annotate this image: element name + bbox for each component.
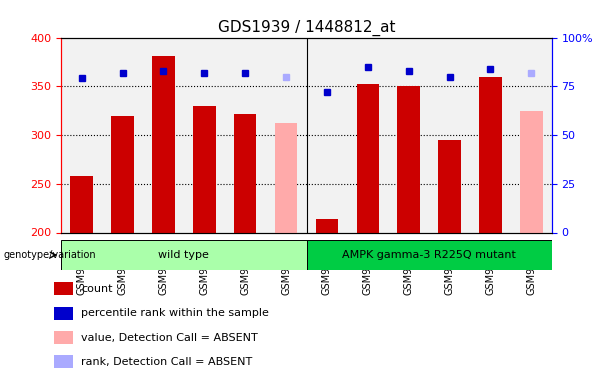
Bar (511, 38, 552, 232)
Bar (306, 38, 348, 232)
Bar (61, 240, 306, 270)
Bar (429, 38, 470, 232)
Text: wild type: wild type (159, 250, 209, 260)
Bar (55, 282, 74, 296)
Bar (225, 38, 265, 232)
Text: value, Detection Call = ABSENT: value, Detection Call = ABSENT (82, 333, 258, 342)
Bar (348, 38, 388, 232)
Bar (143, 38, 184, 232)
Bar (470, 38, 511, 232)
Bar (112, 116, 134, 232)
Bar (357, 84, 379, 232)
Bar (479, 76, 501, 232)
Bar (388, 38, 429, 232)
Bar (70, 176, 93, 232)
Bar (55, 356, 74, 368)
Bar (520, 111, 543, 232)
Bar (234, 114, 256, 232)
Bar (55, 331, 74, 344)
Bar (55, 307, 74, 320)
Bar (193, 106, 216, 232)
Bar (265, 38, 306, 232)
Bar (397, 86, 420, 232)
Title: GDS1939 / 1448812_at: GDS1939 / 1448812_at (218, 20, 395, 36)
Bar (275, 123, 297, 232)
Bar (61, 38, 102, 232)
Text: count: count (82, 284, 113, 294)
Text: percentile rank within the sample: percentile rank within the sample (82, 308, 269, 318)
Bar (102, 38, 143, 232)
Bar (152, 56, 175, 232)
Bar (316, 219, 338, 232)
Text: rank, Detection Call = ABSENT: rank, Detection Call = ABSENT (82, 357, 253, 367)
Bar (306, 240, 552, 270)
Bar (438, 140, 461, 232)
Text: AMPK gamma-3 R225Q mutant: AMPK gamma-3 R225Q mutant (342, 250, 516, 260)
Bar (184, 38, 225, 232)
Text: genotype/variation: genotype/variation (3, 250, 96, 260)
